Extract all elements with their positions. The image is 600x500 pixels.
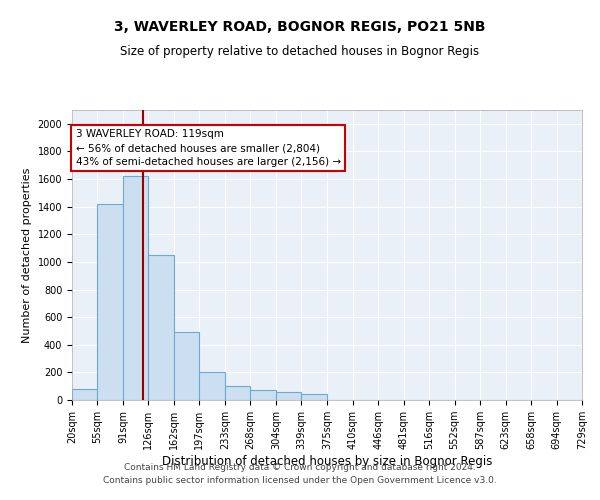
Bar bbox=[174, 332, 199, 400]
Text: 3, WAVERLEY ROAD, BOGNOR REGIS, PO21 5NB: 3, WAVERLEY ROAD, BOGNOR REGIS, PO21 5NB bbox=[114, 20, 486, 34]
Bar bbox=[97, 204, 123, 400]
Text: 3 WAVERLEY ROAD: 119sqm
← 56% of detached houses are smaller (2,804)
43% of semi: 3 WAVERLEY ROAD: 119sqm ← 56% of detache… bbox=[76, 130, 341, 168]
Bar bbox=[276, 392, 301, 400]
Text: Contains HM Land Registry data © Crown copyright and database right 2024.
Contai: Contains HM Land Registry data © Crown c… bbox=[103, 464, 497, 485]
Y-axis label: Number of detached properties: Number of detached properties bbox=[22, 168, 32, 342]
Bar bbox=[301, 394, 328, 400]
Bar bbox=[225, 386, 250, 400]
Bar bbox=[199, 372, 225, 400]
Bar bbox=[72, 389, 97, 400]
Bar bbox=[123, 176, 148, 400]
Bar bbox=[148, 255, 174, 400]
Text: Size of property relative to detached houses in Bognor Regis: Size of property relative to detached ho… bbox=[121, 45, 479, 58]
Bar bbox=[250, 390, 276, 400]
X-axis label: Distribution of detached houses by size in Bognor Regis: Distribution of detached houses by size … bbox=[162, 455, 492, 468]
